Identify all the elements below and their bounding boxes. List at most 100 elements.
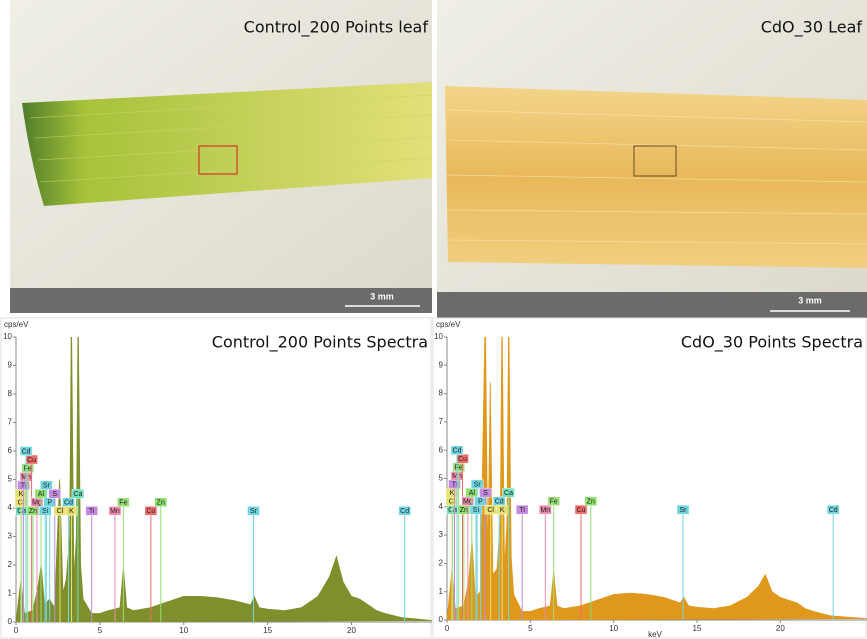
- spectrum-area: [16, 337, 432, 622]
- y-tick-label: 4: [8, 503, 13, 512]
- element-tag: [19, 446, 33, 456]
- element-label: K: [450, 490, 455, 497]
- element-label: K: [69, 508, 74, 515]
- element-label: Cu: [458, 456, 467, 463]
- element-label: Al: [38, 491, 45, 498]
- element-label: Cl: [487, 507, 494, 514]
- element-label: Ti: [519, 507, 525, 514]
- scale-strip: [437, 292, 867, 318]
- element-tag: [676, 504, 690, 515]
- leaf: [22, 82, 432, 206]
- element-tag: [154, 497, 167, 507]
- element-label: Cd: [400, 508, 409, 515]
- element-label: Ca: [504, 490, 513, 497]
- image-title: Control_200 Points leaf: [244, 18, 429, 38]
- leaf: [445, 86, 867, 268]
- spectrum-chart: 01234567891005101520cps/eVkeVCaClKTiMnFe…: [432, 317, 867, 639]
- y-tick-label: 6: [8, 446, 13, 455]
- element-label: Ca: [17, 508, 26, 515]
- element-tag: [398, 506, 411, 516]
- y-axis-label: cps/eV: [4, 320, 29, 329]
- element-label: Cu: [577, 507, 586, 514]
- y-tick-label: 3: [439, 530, 444, 539]
- x-tick-label: 15: [693, 624, 702, 633]
- element-label: Sr: [474, 482, 482, 489]
- element-label: Cd: [453, 448, 462, 455]
- x-tick-label: 15: [263, 626, 272, 635]
- y-tick-label: 2: [439, 559, 444, 568]
- element-label: Cl: [57, 508, 64, 515]
- scale-strip: [10, 288, 432, 313]
- element-label: K: [500, 507, 505, 514]
- spectra: 01234567891005101520cps/eVCaClKTiMnFeCuZ…: [0, 317, 867, 639]
- y-axis-label: cps/eV: [436, 320, 461, 329]
- y-tick-label: 8: [439, 389, 444, 398]
- leaf-veins: [444, 109, 867, 245]
- y-tick-label: 10: [434, 332, 443, 341]
- micrograph: 3 mm CdO_30 Leaf: [437, 0, 867, 318]
- y-tick-label: 9: [439, 360, 444, 369]
- element-tag: [574, 504, 588, 515]
- element-label: S: [483, 490, 488, 497]
- y-tick-label: 0: [8, 617, 13, 626]
- element-label: Fe: [550, 498, 558, 505]
- x-tick-label: 0: [445, 624, 450, 633]
- element-tag: [826, 504, 840, 515]
- micrograph: 3 mm Control_200 Points leaf: [10, 0, 433, 313]
- element-label: Ca: [448, 507, 457, 514]
- selection-box: [198, 145, 238, 175]
- y-tick-label: 9: [8, 361, 13, 370]
- element-tag: [71, 489, 85, 499]
- element-label: Ti: [89, 508, 95, 515]
- element-label: K: [19, 491, 24, 498]
- y-tick-label: 1: [8, 589, 13, 598]
- element-tag: [450, 445, 464, 455]
- element-tag: [502, 487, 515, 498]
- element-tag: [85, 506, 98, 516]
- selection-box: [633, 145, 677, 177]
- y-tick-label: 7: [439, 417, 444, 426]
- y-tick-label: 6: [439, 445, 444, 454]
- chart-title: CdO_30 Points Spectra: [681, 333, 863, 353]
- element-label: Sr: [680, 507, 688, 514]
- x-tick-label: 10: [609, 624, 618, 633]
- element-label: S: [52, 491, 57, 498]
- y-tick-label: 5: [439, 474, 444, 483]
- element-tag: [144, 506, 158, 516]
- x-axis-label: keV: [648, 630, 662, 639]
- element-label: Al: [469, 490, 476, 497]
- spectrum-area: [447, 337, 867, 620]
- y-tick-label: 8: [8, 389, 13, 398]
- element-label: Zn: [587, 498, 595, 505]
- element-tag: [470, 479, 484, 489]
- x-tick-label: 20: [776, 624, 785, 633]
- element-tag: [117, 497, 130, 507]
- y-tick-label: 5: [8, 475, 13, 484]
- element-tag: [547, 496, 560, 506]
- element-label: Zn: [29, 508, 37, 515]
- element-label: Fe: [455, 465, 463, 472]
- y-tick-label: 1: [439, 587, 444, 596]
- element-label: Cd: [829, 507, 838, 514]
- y-tick-label: 7: [8, 418, 13, 427]
- y-tick-label: 10: [3, 332, 12, 341]
- element-label: Si: [473, 507, 480, 514]
- element-label: Cd: [22, 448, 31, 455]
- element-label: Cu: [27, 457, 36, 464]
- element-label: Fe: [24, 465, 32, 472]
- scale-label: 3 mm: [798, 295, 822, 305]
- y-tick-label: 0: [439, 615, 444, 624]
- element-label: Zn: [157, 500, 165, 507]
- element-label: Sr: [250, 508, 258, 515]
- element-label: Cu: [146, 508, 155, 515]
- image-title: CdO_30 Leaf: [761, 18, 863, 38]
- y-tick-label: 3: [8, 532, 13, 541]
- element-label: Cd: [495, 498, 504, 505]
- element-tag: [539, 504, 552, 515]
- x-tick-label: 0: [14, 626, 19, 635]
- leaf-veins: [29, 94, 433, 183]
- x-tick-label: 5: [528, 624, 533, 633]
- x-tick-label: 5: [98, 626, 103, 635]
- element-label: Ca: [73, 491, 82, 498]
